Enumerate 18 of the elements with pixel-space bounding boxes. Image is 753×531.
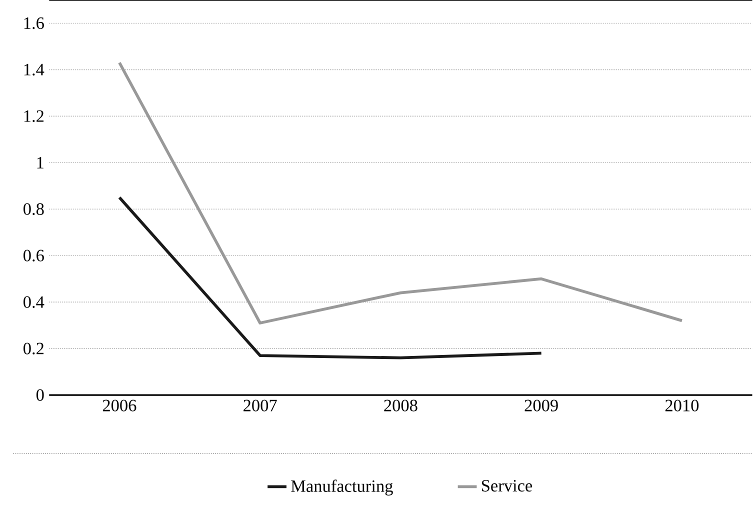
legend-label: Manufacturing xyxy=(291,480,393,496)
x-tick-label: 2007 xyxy=(244,400,277,412)
y-tick-label: 1.6 xyxy=(24,17,44,30)
y-tick-label: 1.2 xyxy=(24,110,44,122)
line-series xyxy=(118,196,543,360)
y-tick-label: 1.4 xyxy=(24,64,44,76)
y-tick-label: 1 xyxy=(37,156,44,168)
legend-label: Service xyxy=(482,480,532,492)
y-tick-label: 0.8 xyxy=(24,203,44,215)
x-tick-label: 2010 xyxy=(665,400,699,412)
x-tick-label: 2006 xyxy=(102,400,136,412)
x-tick-label: 2008 xyxy=(384,400,418,412)
y-tick-label: 0.6 xyxy=(24,250,44,262)
y-tick-label: 0.4 xyxy=(24,296,44,308)
y-tick-label: 0 xyxy=(36,389,44,401)
x-tick-label: 2009 xyxy=(524,400,558,412)
line-series xyxy=(118,61,684,324)
y-tick-label: 0.2 xyxy=(24,342,44,354)
